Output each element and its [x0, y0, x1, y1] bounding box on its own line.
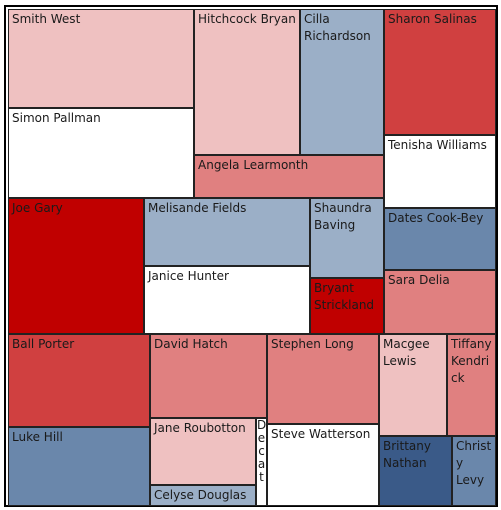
treemap-cell-sharon-salinas: Sharon Salinas: [384, 9, 496, 135]
treemap-cell-shaundra-baving: Shaundra Baving: [310, 198, 384, 278]
treemap-cell-ball-porter: Ball Porter: [8, 334, 150, 427]
treemap-cell-cilla-richardson: Cilla Richardson: [300, 9, 384, 155]
treemap-cell-dates-cook-bey: Dates Cook-Bey: [384, 208, 496, 270]
treemap-cell-hitchcock-bryan: Hitchcock Bryan: [194, 9, 300, 155]
treemap-cell-melisande-fields: Melisande Fields: [144, 198, 310, 266]
treemap-cell-janice-hunter: Janice Hunter: [144, 266, 310, 334]
treemap-cell-luke-hill: Luke Hill: [8, 427, 150, 506]
treemap-cell-smith-west: Smith West: [8, 9, 194, 108]
treemap-cell-david-hatch: David Hatch: [150, 334, 267, 418]
treemap-cell-angela-learmonth: Angela Learmonth: [194, 155, 384, 198]
treemap-cell-celyse-douglas: Celyse Douglas: [150, 485, 256, 506]
treemap-cell-stephen-long: Stephen Long: [267, 334, 379, 424]
treemap-cell-decat: Decat: [256, 418, 267, 506]
treemap-cell-macgee-lewis: Macgee Lewis: [379, 334, 447, 436]
treemap-cell-christy-levy: Christy Levy: [452, 436, 496, 506]
treemap-cell-jane-roubotton: Jane Roubotton: [150, 418, 256, 485]
treemap-cell-bryant-strickland: Bryant Strickland: [310, 278, 384, 334]
treemap-chart: Smith West Simon Pallman Hitchcock Bryan Ci…: [4, 5, 498, 507]
treemap-cell-brittany-nathan: Brittany Nathan: [379, 436, 452, 506]
treemap-cell-steve-watterson: Steve Watterson: [267, 424, 379, 506]
treemap-cell-tiffany-kendrick: Tiffany Kendrick: [447, 334, 496, 436]
treemap-cell-tenisha-williams: Tenisha Williams: [384, 135, 496, 208]
treemap-cell-sara-delia: Sara Delia: [384, 270, 496, 334]
treemap-cell-joe-gary: Joe Gary: [8, 198, 144, 334]
treemap-cell-simon-pallman: Simon Pallman: [8, 108, 194, 198]
